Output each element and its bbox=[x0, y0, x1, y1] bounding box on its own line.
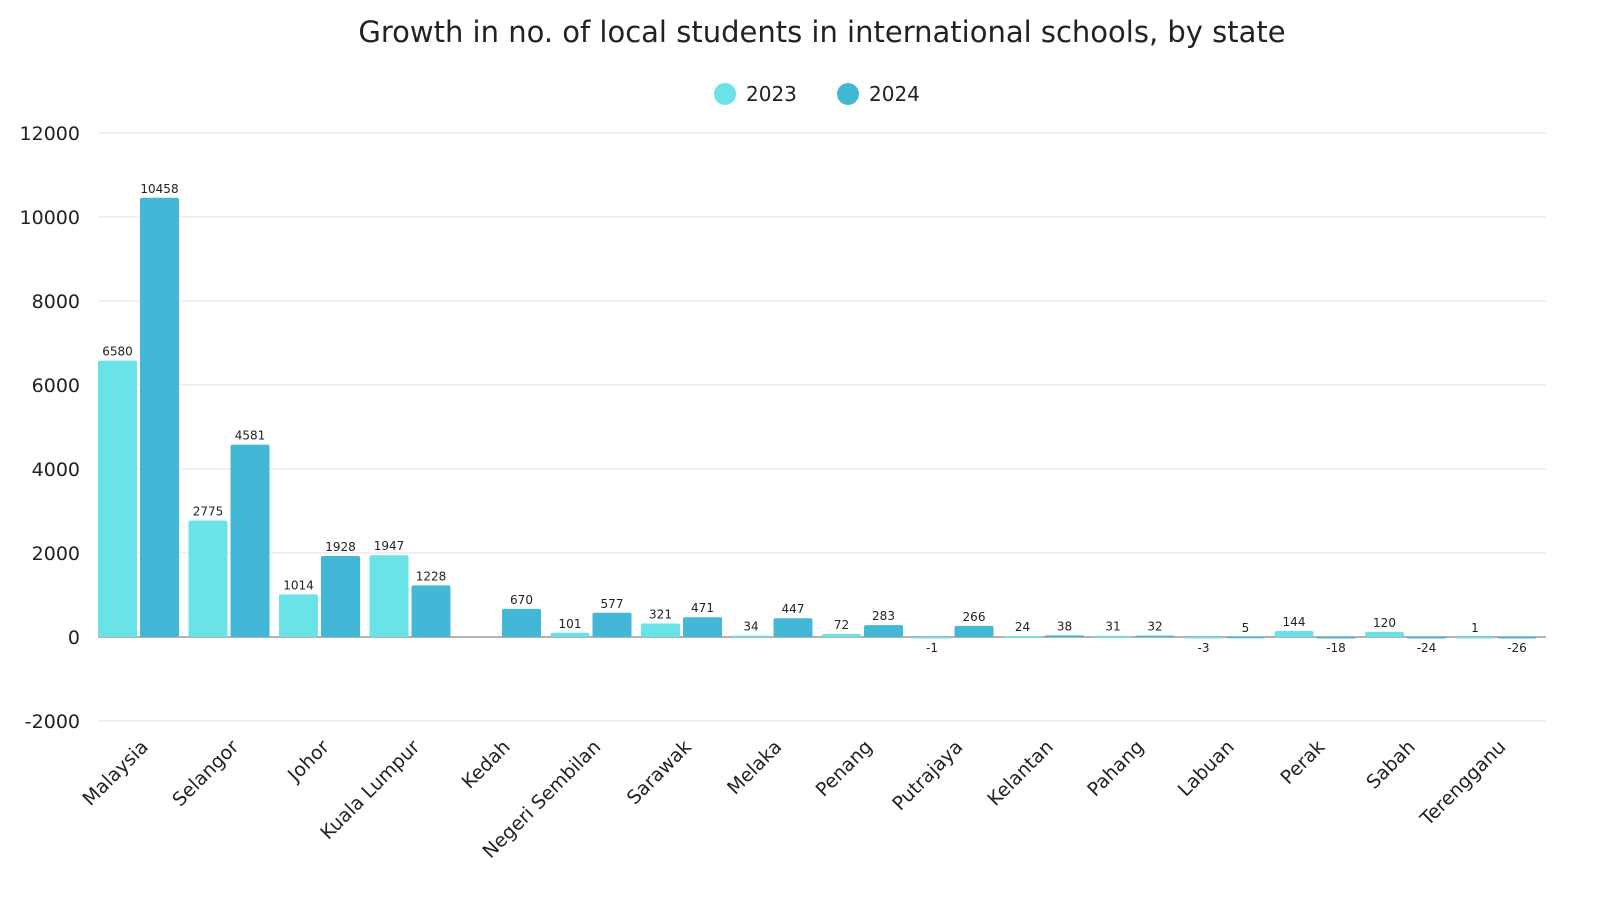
legend-label-2023[interactable]: 2023 bbox=[746, 82, 797, 106]
bar-melaka-2024[interactable] bbox=[773, 618, 813, 637]
x-tick-label: Penang bbox=[812, 736, 877, 801]
bar-perak-2024[interactable] bbox=[1316, 637, 1356, 639]
bar-labuan-2024[interactable] bbox=[1226, 636, 1265, 639]
bar-putrajaya-2024[interactable] bbox=[954, 625, 994, 637]
data-label: 72 bbox=[834, 618, 849, 632]
legend: 2023 2024 bbox=[714, 82, 920, 106]
y-tick-label: 12000 bbox=[20, 123, 80, 145]
data-label: 670 bbox=[510, 593, 533, 607]
data-label: 101 bbox=[559, 617, 582, 631]
bar-melaka-2023[interactable] bbox=[731, 635, 771, 638]
y-tick-label: 8000 bbox=[32, 291, 80, 313]
bar-selangor-2023[interactable] bbox=[188, 520, 228, 637]
y-axis: -2000 0 2000 4000 6000 8000 10000 12000 bbox=[20, 123, 80, 733]
data-label: -26 bbox=[1507, 641, 1527, 655]
y-tick-label: 6000 bbox=[32, 375, 80, 397]
y-tick-label: 4000 bbox=[32, 459, 80, 481]
x-tick-label: Sarawak bbox=[623, 736, 696, 809]
data-labels: 6580 10458 2775 4581 1014 1928 1947 1228 670 101 5… bbox=[102, 182, 1527, 655]
x-tick-label: Labuan bbox=[1174, 736, 1239, 801]
bars bbox=[98, 197, 1537, 639]
bar-penang-2023[interactable] bbox=[822, 633, 861, 637]
data-label: 4581 bbox=[235, 429, 266, 443]
bar-terengganu-2023[interactable] bbox=[1455, 636, 1495, 639]
bar-selangor-2024[interactable] bbox=[230, 444, 270, 637]
data-label: 1947 bbox=[374, 539, 405, 553]
y-tick-label: 0 bbox=[68, 627, 80, 649]
data-label: 321 bbox=[649, 608, 672, 622]
bar-negeri-sembilan-2024[interactable] bbox=[592, 612, 632, 637]
bar-perak-2023[interactable] bbox=[1274, 630, 1314, 637]
x-tick-label: Perak bbox=[1276, 736, 1329, 789]
bar-malaysia-2024[interactable] bbox=[140, 197, 179, 637]
data-label: 5 bbox=[1242, 621, 1250, 635]
bar-kelantan-2023[interactable] bbox=[1003, 635, 1042, 638]
legend-label-2024[interactable]: 2024 bbox=[869, 82, 920, 106]
bar-malaysia-2023[interactable] bbox=[98, 360, 137, 637]
legend-marker-2024[interactable] bbox=[837, 83, 859, 105]
data-label: -18 bbox=[1326, 641, 1346, 655]
data-label: 1928 bbox=[325, 540, 356, 554]
y-tick-label: 2000 bbox=[32, 543, 80, 565]
data-label: 447 bbox=[782, 602, 805, 616]
bar-pahang-2023[interactable] bbox=[1093, 635, 1133, 638]
data-label: 38 bbox=[1057, 619, 1072, 633]
y-tick-label: 10000 bbox=[20, 207, 80, 229]
bar-sarawak-2024[interactable] bbox=[683, 617, 722, 637]
data-label: 283 bbox=[872, 609, 895, 623]
chart-title: Growth in no. of local students in inter… bbox=[358, 15, 1285, 49]
bar-penang-2024[interactable] bbox=[864, 625, 903, 637]
data-label: -3 bbox=[1198, 641, 1210, 655]
x-tick-label: Putrajaya bbox=[888, 736, 967, 815]
bar-kuala-lumpur-2024[interactable] bbox=[411, 585, 451, 637]
bar-kelantan-2024[interactable] bbox=[1045, 635, 1084, 637]
data-label: -24 bbox=[1417, 641, 1437, 655]
data-label: 1228 bbox=[416, 569, 447, 583]
x-tick-label: Malaysia bbox=[79, 736, 153, 810]
bar-johor-2023[interactable] bbox=[279, 594, 318, 637]
bar-kuala-lumpur-2023[interactable] bbox=[369, 555, 409, 637]
x-tick-label: Kedah bbox=[458, 736, 515, 793]
data-label: 2775 bbox=[193, 504, 224, 518]
data-label: 24 bbox=[1015, 620, 1030, 634]
data-label: 31 bbox=[1105, 620, 1120, 634]
bar-terengganu-2024[interactable] bbox=[1497, 637, 1537, 639]
data-label: 266 bbox=[963, 610, 986, 624]
data-label: 6580 bbox=[102, 345, 133, 359]
data-label: -1 bbox=[926, 641, 938, 655]
bar-kedah-2024[interactable] bbox=[502, 608, 541, 637]
x-tick-label: Kelantan bbox=[983, 736, 1057, 810]
bar-sabah-2023[interactable] bbox=[1365, 631, 1404, 637]
bar-putrajaya-2023[interactable] bbox=[912, 637, 952, 639]
x-tick-label: Sabah bbox=[1362, 736, 1420, 794]
x-tick-label: Terengganu bbox=[1416, 736, 1511, 831]
legend-marker-2023[interactable] bbox=[714, 83, 736, 105]
bar-johor-2024[interactable] bbox=[321, 556, 360, 637]
bar-sabah-2024[interactable] bbox=[1407, 637, 1446, 639]
data-label: 471 bbox=[691, 601, 714, 615]
x-tick-label: Johor bbox=[283, 736, 334, 787]
bar-labuan-2023[interactable] bbox=[1184, 637, 1223, 639]
x-tick-label: Pahang bbox=[1083, 736, 1148, 801]
x-tick-label: Melaka bbox=[723, 736, 786, 799]
data-label: 120 bbox=[1373, 616, 1396, 630]
data-label: 1014 bbox=[283, 578, 314, 592]
data-label: 1 bbox=[1471, 621, 1479, 635]
bar-sarawak-2023[interactable] bbox=[641, 623, 680, 637]
y-tick-label: -2000 bbox=[25, 711, 80, 733]
data-label: 32 bbox=[1147, 620, 1162, 634]
data-label: 34 bbox=[743, 620, 758, 634]
x-tick-label: Selangor bbox=[168, 736, 243, 811]
bar-negeri-sembilan-2023[interactable] bbox=[550, 632, 590, 637]
data-label: 10458 bbox=[140, 182, 178, 196]
data-label: 144 bbox=[1283, 615, 1306, 629]
bar-pahang-2024[interactable] bbox=[1135, 635, 1175, 638]
data-label: 577 bbox=[601, 597, 624, 611]
